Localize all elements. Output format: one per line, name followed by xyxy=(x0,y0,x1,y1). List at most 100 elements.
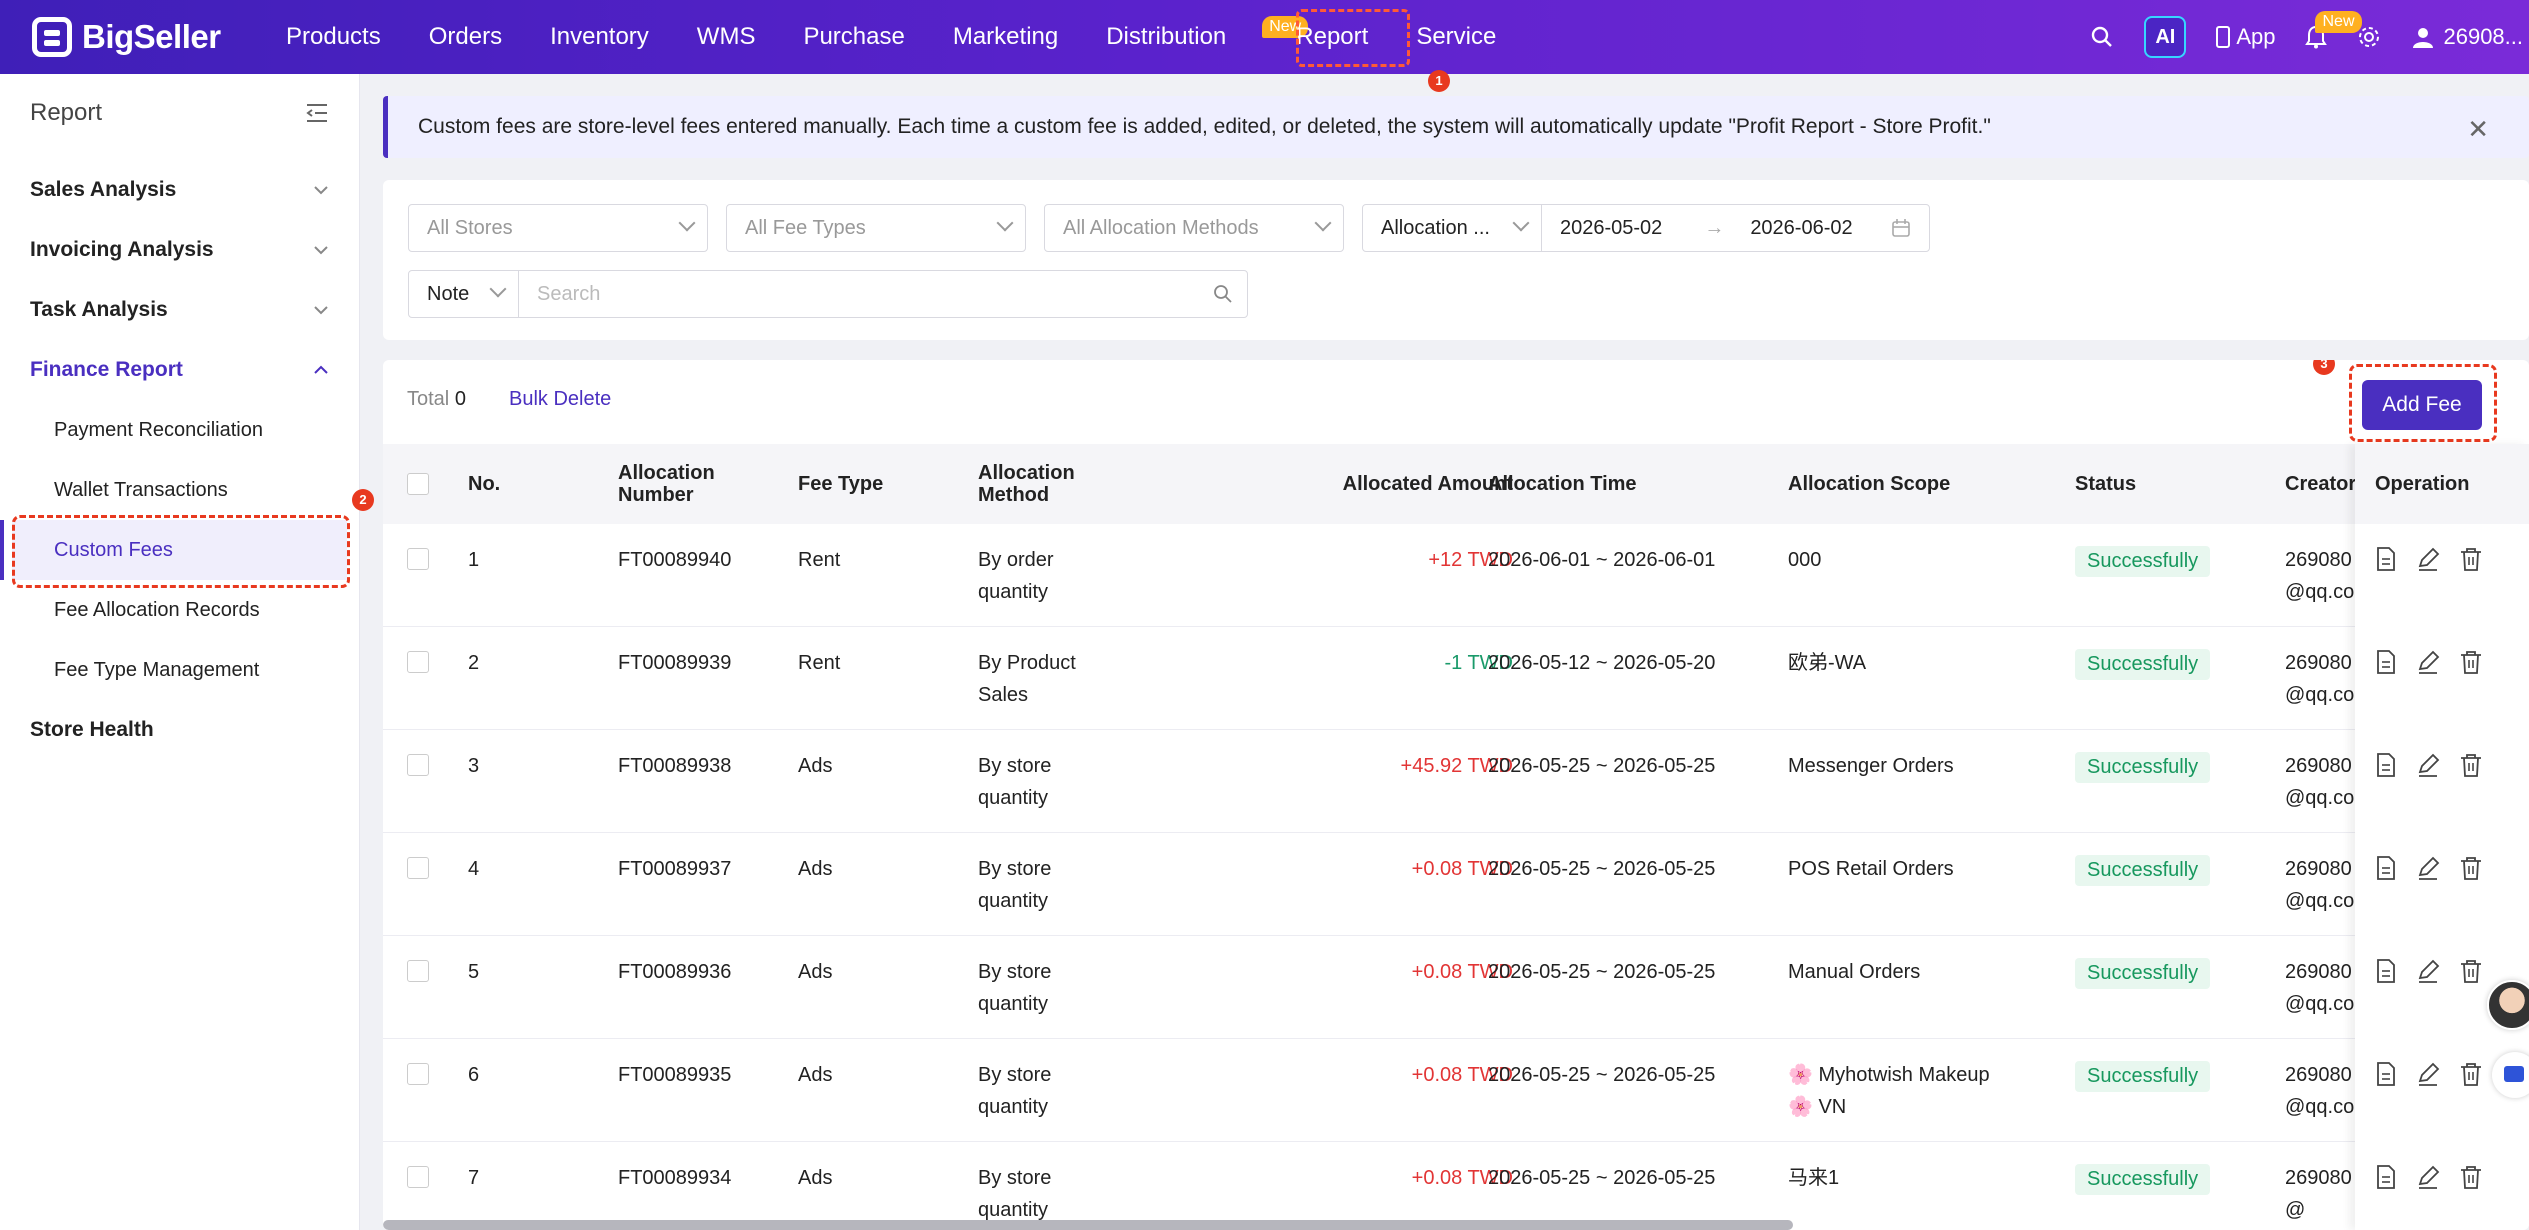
row-checkbox[interactable] xyxy=(407,651,429,673)
settings-gear-icon[interactable] xyxy=(2357,25,2381,49)
row-checkbox[interactable] xyxy=(407,548,429,570)
row-operations xyxy=(2375,752,2483,778)
cell-allocation-scope: 欧弟-WA xyxy=(1788,652,1867,674)
col-creator: Creator xyxy=(2285,473,2357,495)
row-operations xyxy=(2375,546,2483,572)
bigseller-logo[interactable]: BigSeller xyxy=(32,16,221,58)
sidebar-group-store-health[interactable]: Store Health xyxy=(30,718,154,741)
view-detail-icon[interactable] xyxy=(2375,1061,2397,1087)
notification-new-badge: New xyxy=(2315,11,2362,33)
nav-distribution[interactable]: Distribution New xyxy=(1082,0,1309,74)
delete-icon[interactable] xyxy=(2459,1061,2483,1087)
edit-icon[interactable] xyxy=(2415,649,2441,675)
user-account[interactable]: 26908... xyxy=(2411,24,2523,50)
col-no: No. xyxy=(468,473,501,495)
table-toolbar: Total 0 Bulk Delete Add Fee 3 xyxy=(383,360,2529,444)
add-fee-highlight-box xyxy=(2349,364,2497,442)
cell-creator: 269080 @qq.co xyxy=(2285,652,2355,706)
add-fee-button[interactable]: Add Fee xyxy=(2362,380,2482,430)
cell-allocation-method: By store quantity xyxy=(978,1167,1052,1221)
cell-allocation-number: FT00089934 xyxy=(618,1167,732,1189)
cell-allocation-time: 2026-05-25 ~ 2026-05-25 xyxy=(1488,1064,1716,1086)
delete-icon[interactable] xyxy=(2459,752,2483,778)
allocation-date-type-select[interactable]: Allocation ... xyxy=(1362,204,1542,252)
col-operation: Operation xyxy=(2355,444,2529,524)
row-checkbox[interactable] xyxy=(407,857,429,879)
search-icon[interactable] xyxy=(1213,284,1233,304)
date-range-picker[interactable]: 2026-05-02 → 2026-06-02 xyxy=(1541,204,1930,252)
nav-report[interactable]: Report xyxy=(1296,23,1369,50)
row-checkbox[interactable] xyxy=(407,754,429,776)
table-row: 4 FT00089937 Ads By store quantity +0.08 TWD 2… xyxy=(383,833,2529,936)
row-checkbox[interactable] xyxy=(407,1063,429,1085)
sidebar-item-custom-fees[interactable]: Custom Fees xyxy=(0,520,347,580)
sidebar-item-fee-type-management[interactable]: Fee Type Management xyxy=(54,658,260,681)
nav-wms[interactable]: WMS xyxy=(696,23,756,50)
status-badge: Successfully xyxy=(2075,855,2211,886)
nav-products[interactable]: Products xyxy=(286,23,381,50)
cell-allocation-method: By store quantity xyxy=(978,755,1052,809)
app-link[interactable]: App xyxy=(2216,24,2275,50)
main-menu: Products Orders Inventory WMS Purchase M… xyxy=(262,0,1520,74)
edit-icon[interactable] xyxy=(2415,752,2441,778)
chevron-down-icon xyxy=(314,306,328,315)
fee-type-select[interactable]: All Fee Types xyxy=(726,204,1026,252)
view-detail-icon[interactable] xyxy=(2375,1164,2397,1190)
cell-allocation-scope: 🌸 Myhotwish Makeup 🌸 VN xyxy=(1788,1064,1990,1118)
step-marker-1: 1 xyxy=(1428,70,1450,92)
nav-marketing[interactable]: Marketing xyxy=(952,23,1059,50)
edit-icon[interactable] xyxy=(2415,855,2441,881)
edit-icon[interactable] xyxy=(2415,958,2441,984)
cell-allocated-amount: +0.08 TWD xyxy=(1411,961,1513,983)
row-checkbox[interactable] xyxy=(407,960,429,982)
cell-creator: 269080 @ xyxy=(2285,1167,2352,1221)
view-detail-icon[interactable] xyxy=(2375,649,2397,675)
close-icon[interactable]: ✕ xyxy=(2467,114,2489,144)
edit-icon[interactable] xyxy=(2415,546,2441,572)
date-to: 2026-06-02 xyxy=(1750,216,1853,239)
sidebar-group-task-analysis[interactable]: Task Analysis xyxy=(0,280,359,340)
view-detail-icon[interactable] xyxy=(2375,546,2397,572)
nav-purchase[interactable]: Purchase xyxy=(803,23,905,50)
delete-icon[interactable] xyxy=(2459,546,2483,572)
view-detail-icon[interactable] xyxy=(2375,752,2397,778)
search-field-select[interactable]: Note xyxy=(408,270,519,318)
ai-button[interactable]: AI xyxy=(2144,16,2187,58)
chat-message-icon[interactable] xyxy=(2492,1052,2529,1098)
search-input[interactable]: Search xyxy=(518,270,1248,318)
allocation-method-select[interactable]: All Allocation Methods xyxy=(1044,204,1344,252)
cell-fee-type: Ads xyxy=(798,858,833,880)
edit-icon[interactable] xyxy=(2415,1164,2441,1190)
bell-icon[interactable]: New xyxy=(2305,11,2362,49)
sidebar-group-finance-report[interactable]: Finance Report xyxy=(0,340,359,400)
row-operations xyxy=(2375,958,2483,984)
delete-icon[interactable] xyxy=(2459,1164,2483,1190)
bulk-delete-button[interactable]: Bulk Delete xyxy=(509,388,612,410)
sidebar-item-payment-reconciliation[interactable]: Payment Reconciliation xyxy=(54,418,263,441)
select-all-checkbox[interactable] xyxy=(407,473,429,495)
store-select[interactable]: All Stores xyxy=(408,204,708,252)
sidebar-item-wallet-transactions[interactable]: Wallet Transactions xyxy=(54,478,228,501)
edit-icon[interactable] xyxy=(2415,1061,2441,1087)
operation-column: Operation xyxy=(2355,444,2529,1230)
horizontal-scrollbar[interactable] xyxy=(383,1220,1793,1230)
delete-icon[interactable] xyxy=(2459,649,2483,675)
sidebar-item-fee-allocation-records[interactable]: Fee Allocation Records xyxy=(54,598,260,621)
nav-service[interactable]: Service xyxy=(1416,23,1497,50)
sidebar: Report Sales Analysis Invoicing Analysis… xyxy=(0,74,360,1230)
delete-icon[interactable] xyxy=(2459,958,2483,984)
support-avatar[interactable] xyxy=(2487,980,2529,1030)
delete-icon[interactable] xyxy=(2459,855,2483,881)
cell-allocation-time: 2026-05-25 ~ 2026-05-25 xyxy=(1488,961,1716,983)
view-detail-icon[interactable] xyxy=(2375,958,2397,984)
sidebar-group-invoicing-analysis[interactable]: Invoicing Analysis xyxy=(0,220,359,280)
view-detail-icon[interactable] xyxy=(2375,855,2397,881)
row-checkbox[interactable] xyxy=(407,1166,429,1188)
total-value: 0 xyxy=(454,388,466,410)
collapse-menu-icon[interactable] xyxy=(305,102,329,124)
nav-orders[interactable]: Orders xyxy=(428,23,503,50)
sidebar-group-sales-analysis[interactable]: Sales Analysis xyxy=(0,160,359,220)
nav-inventory[interactable]: Inventory xyxy=(550,23,649,50)
col-allocation-method: Allocation Method xyxy=(978,462,1075,506)
search-icon[interactable] xyxy=(2090,25,2114,49)
